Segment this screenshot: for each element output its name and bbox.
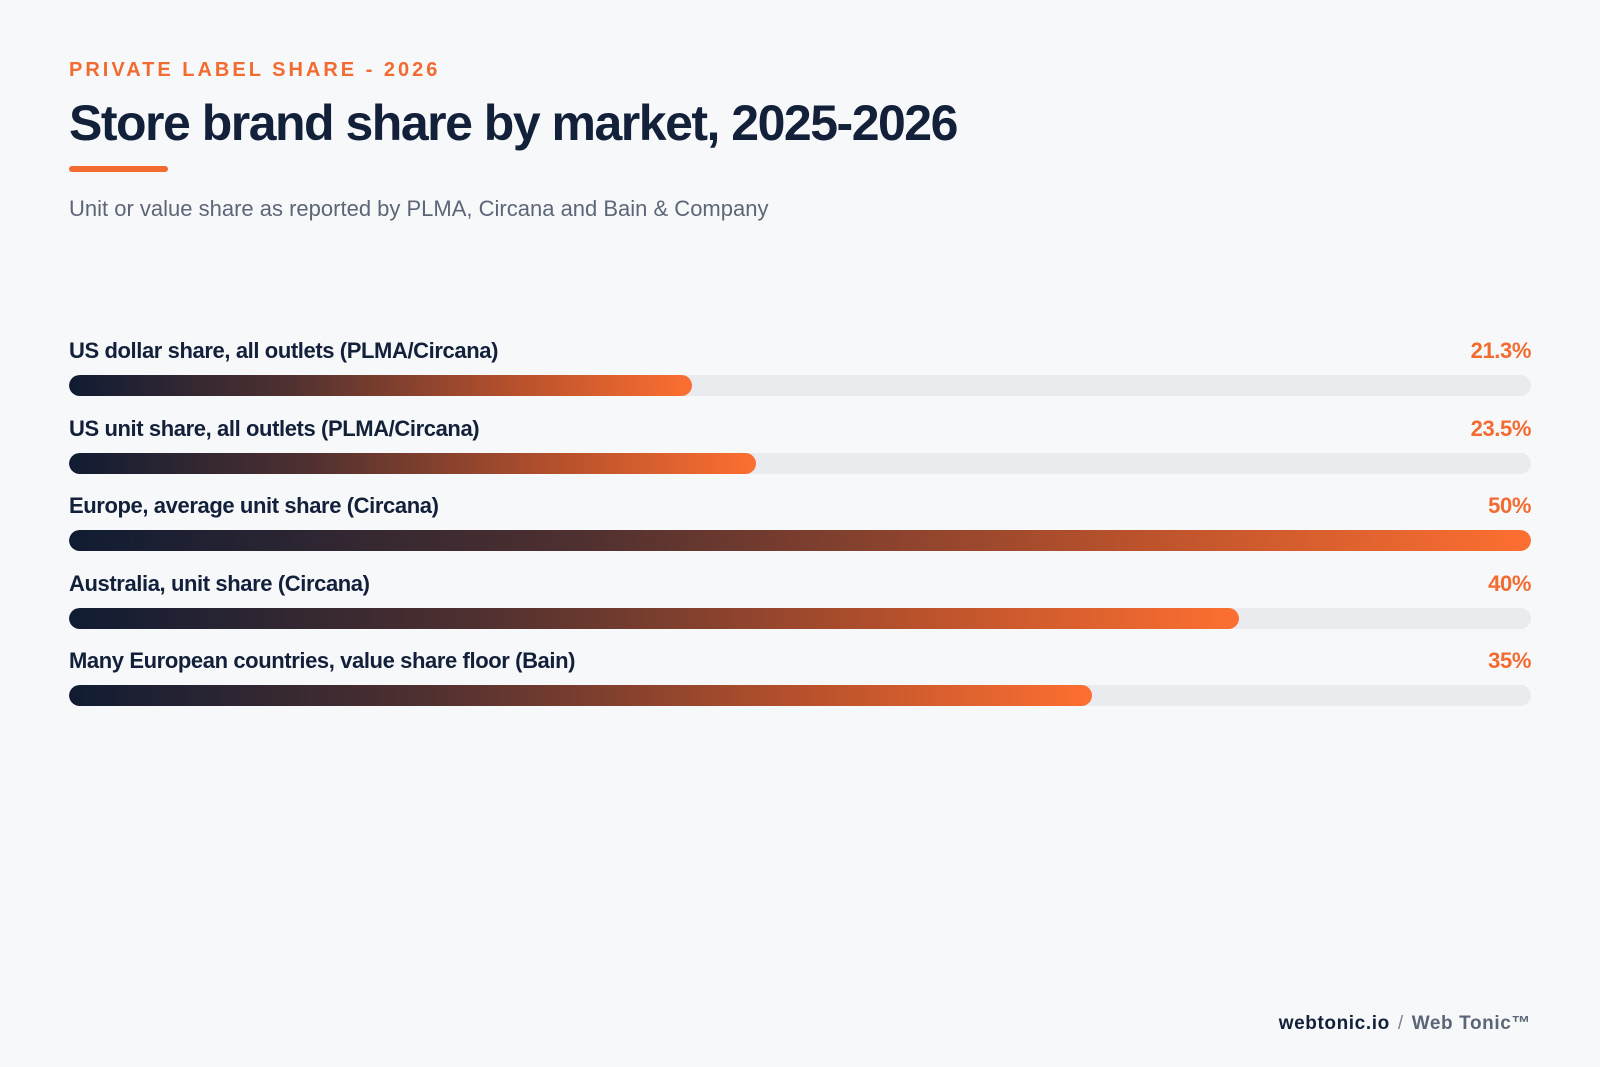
bar-list: US dollar share, all outlets (PLMA/Circa… xyxy=(69,338,1531,726)
bar-fill xyxy=(69,452,757,474)
chart-page: PRIVATE LABEL SHARE - 2026 Store brand s… xyxy=(69,0,1531,1067)
bar-row: US unit share, all outlets (PLMA/Circana… xyxy=(69,416,1531,494)
bar-fill xyxy=(69,685,1093,706)
bar-track xyxy=(69,375,1531,396)
title-underline xyxy=(69,166,168,172)
bar-category-label: US dollar share, all outlets (PLMA/Circa… xyxy=(69,338,499,363)
bar-track xyxy=(69,607,1531,629)
bar-row: Many European countries, value share flo… xyxy=(69,648,1531,726)
bar-row-header: Australia, unit share (Circana) 40% xyxy=(69,571,1531,601)
bar-row: Europe, average unit share (Circana) 50% xyxy=(69,493,1531,571)
bar-category-label: Many European countries, value share flo… xyxy=(69,648,576,673)
bar-track xyxy=(69,530,1531,551)
bar-value-label: 50% xyxy=(1488,493,1531,518)
footer-site: webtonic.io xyxy=(1278,1013,1390,1034)
bar-track xyxy=(69,685,1531,706)
bar-row: Australia, unit share (Circana) 40% xyxy=(69,571,1531,649)
bar-value-label: 40% xyxy=(1488,570,1531,596)
bar-value-label: 23.5% xyxy=(1470,415,1532,441)
bar-fill xyxy=(69,375,692,396)
bar-track xyxy=(69,452,1531,474)
footer-credit: webtonic.io / Web Tonic™ xyxy=(1279,1013,1531,1035)
bar-row: US dollar share, all outlets (PLMA/Circa… xyxy=(69,338,1531,416)
bar-row-header: Many European countries, value share flo… xyxy=(69,648,1531,678)
bar-category-label: Europe, average unit share (Circana) xyxy=(69,493,439,518)
eyebrow-label: PRIVATE LABEL SHARE - 2026 xyxy=(69,59,441,81)
bar-row-header: Europe, average unit share (Circana) 50% xyxy=(69,493,1531,523)
bar-fill xyxy=(69,530,1531,551)
bar-row-header: US unit share, all outlets (PLMA/Circana… xyxy=(69,416,1531,446)
bar-value-label: 35% xyxy=(1488,648,1531,673)
footer-brand: Web Tonic™ xyxy=(1411,1013,1531,1034)
bar-category-label: Australia, unit share (Circana) xyxy=(69,570,370,596)
bar-category-label: US unit share, all outlets (PLMA/Circana… xyxy=(69,415,480,441)
bar-fill xyxy=(69,607,1239,629)
chart-subtitle: Unit or value share as reported by PLMA,… xyxy=(69,196,769,221)
chart-title: Store brand share by market, 2025-2026 xyxy=(69,95,958,151)
footer-separator: / xyxy=(1397,1013,1404,1034)
bar-row-header: US dollar share, all outlets (PLMA/Circa… xyxy=(69,338,1531,368)
bar-value-label: 21.3% xyxy=(1470,338,1532,363)
